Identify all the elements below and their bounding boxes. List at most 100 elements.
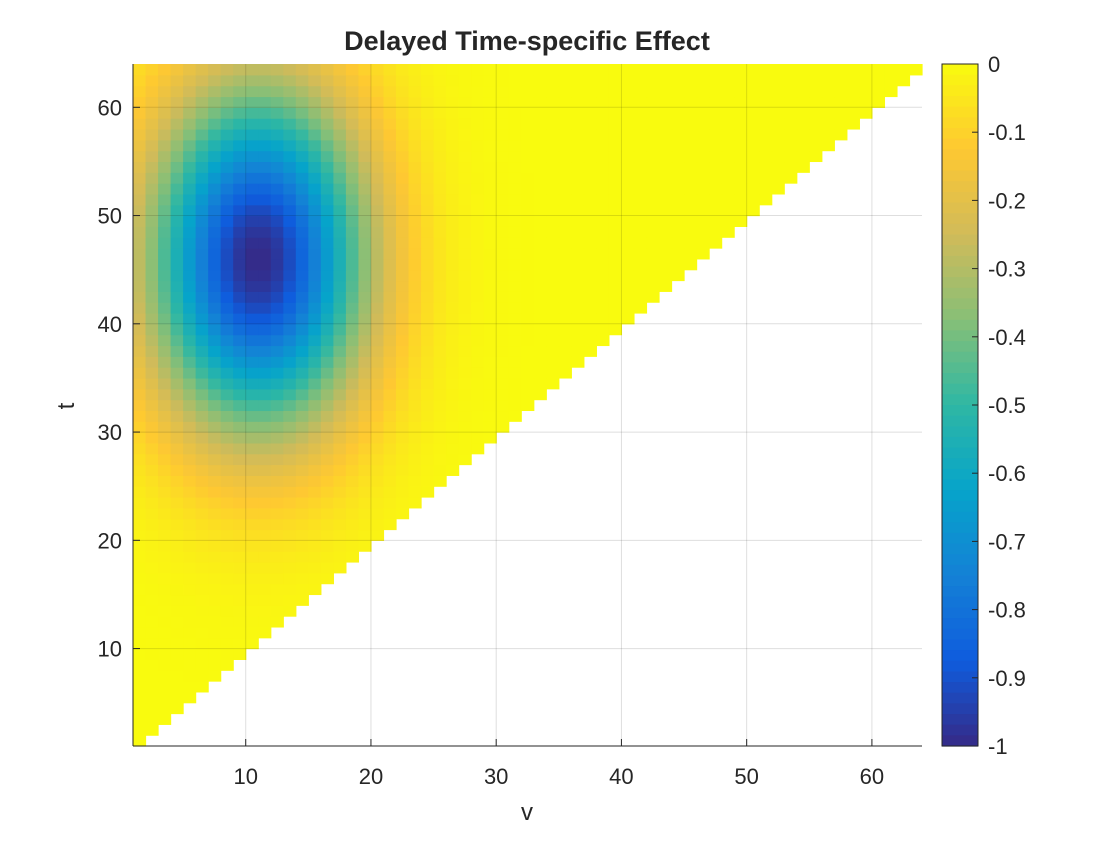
heatmap-cell [421,161,435,173]
heatmap-cell [408,377,422,390]
heatmap-cell [133,529,147,541]
heatmap-cell [233,388,247,401]
heatmap-cell [508,410,522,422]
heatmap-cell [821,118,835,130]
heatmap-cell [145,356,159,368]
heatmap-cell [308,269,322,282]
heatmap-cell [771,85,785,98]
heatmap-cell [283,215,297,227]
heatmap-cell [396,150,410,163]
heatmap-cell [834,128,848,141]
heatmap-cell [270,128,284,141]
heatmap-cell [533,107,547,119]
heatmap-cell [220,572,234,585]
heatmap-cell [433,323,447,336]
heatmap-cell [258,291,272,303]
heatmap-cell [508,64,522,76]
heatmap-cell [471,226,485,238]
heatmap-cell [633,128,648,141]
heatmap-cell [158,377,172,390]
heatmap-cell [734,204,748,217]
heatmap-cell [596,183,610,195]
heatmap-cell [446,183,460,195]
heatmap-cell [396,302,410,314]
heatmap-cell [734,85,748,98]
heatmap-cell [421,410,435,422]
heatmap-cell [821,64,835,76]
heatmap-cell [684,74,698,87]
heatmap-cell [370,356,385,368]
heatmap-cell [170,215,184,227]
heatmap-cell [696,172,710,184]
colorbar-band [942,159,978,172]
heatmap-cell [295,183,309,195]
heatmap-cell [295,421,309,433]
heatmap-cell [408,388,422,401]
heatmap-cell [721,85,735,98]
heatmap-cell [746,107,760,119]
heatmap-cell [483,421,497,433]
heatmap-cell [170,497,184,509]
heatmap-cell [571,128,585,141]
heatmap-cell [320,507,334,520]
heatmap-cell [421,356,435,368]
heatmap-cell [633,96,648,108]
heatmap-cell [383,497,397,509]
heatmap-cell [208,497,222,509]
heatmap-cell [283,64,297,76]
heatmap-cell [320,226,334,238]
heatmap-cell [170,367,184,379]
heatmap-cell [208,291,222,303]
heatmap-cell [684,226,698,238]
heatmap-cell [659,150,673,163]
heatmap-cell [408,486,422,498]
colorbar-band [942,500,978,513]
heatmap-cell [383,507,397,520]
heatmap-cell [170,377,184,390]
heatmap-cell [258,377,272,390]
heatmap-cell [533,193,547,206]
heatmap-cell [133,150,147,163]
heatmap-cell [408,74,422,87]
heatmap-cell [233,561,247,574]
heatmap-cell [358,497,372,509]
heatmap-cell [471,421,485,433]
heatmap-cell [433,432,447,444]
heatmap-cell [133,248,147,260]
heatmap-cell [345,507,360,520]
heatmap-cell [270,64,284,76]
heatmap-cell [258,269,272,282]
heatmap-cell [483,432,497,444]
heatmap-cell [496,237,510,249]
heatmap-cell [145,551,159,563]
heatmap-cell [446,442,460,455]
heatmap-cell [521,377,535,390]
heatmap-cell [333,96,347,108]
heatmap-cell [508,334,522,347]
heatmap-cell [396,399,410,412]
heatmap-cell [458,226,472,238]
heatmap-cell [195,421,209,433]
heatmap-cell [270,551,284,563]
heatmap-cell [358,507,372,520]
heatmap-cell [320,453,334,466]
heatmap-cell [295,572,309,585]
heatmap-cell [621,172,635,184]
heatmap-cell [220,291,234,303]
heatmap-cell [759,118,773,130]
heatmap-cell [220,561,234,574]
heatmap-cell [133,85,147,98]
heatmap-cell [345,107,360,119]
heatmap-cell [483,269,497,282]
heatmap-cell [383,172,397,184]
heatmap-cell [659,237,673,249]
heatmap-cell [320,118,334,130]
heatmap-cell [546,367,560,379]
heatmap-cell [170,648,184,660]
heatmap-cell [759,139,773,152]
heatmap-cell [671,248,685,260]
heatmap-cell [521,172,535,184]
heatmap-cell [258,128,272,141]
heatmap-cell [533,215,547,227]
heatmap-cell [546,377,560,390]
